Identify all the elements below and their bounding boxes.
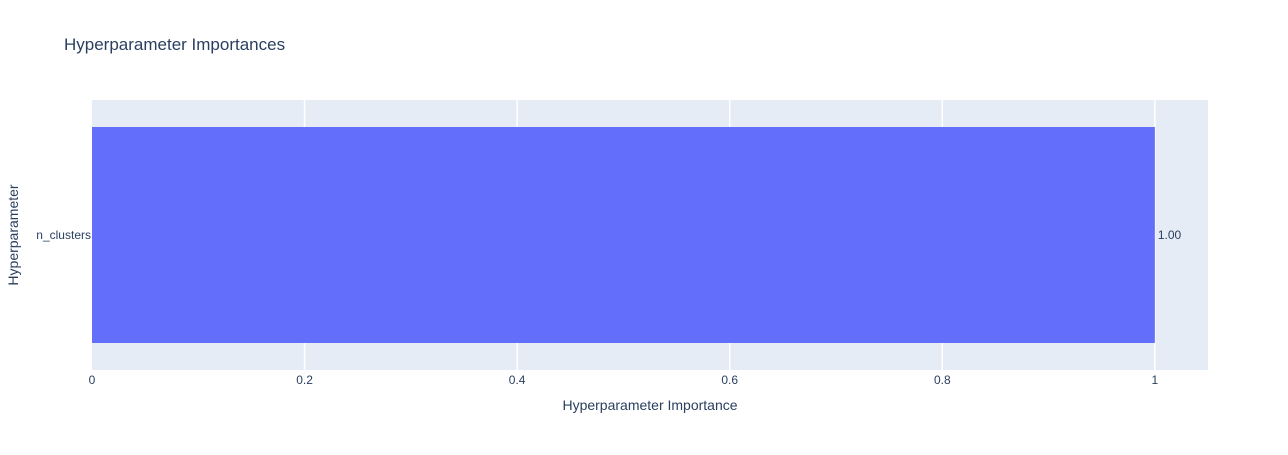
bar-value-label: 1.00 <box>1158 228 1182 242</box>
x-axis-title: Hyperparameter Importance <box>562 397 737 413</box>
x-axis-ticks: 0 0.2 0.4 0.6 0.8 1 <box>89 373 1159 387</box>
x-tick-label: 1 <box>1152 373 1159 387</box>
x-tick-label: 0.6 <box>721 373 738 387</box>
y-axis-title: Hyperparameter <box>5 184 21 285</box>
y-tick-label: n_clusters <box>36 228 91 242</box>
chart-title: Hyperparameter Importances <box>64 35 285 54</box>
bar <box>92 127 1155 343</box>
y-axis-ticks: n_clusters <box>36 228 91 242</box>
x-tick-label: 0.8 <box>934 373 951 387</box>
x-tick-label: 0.4 <box>509 373 526 387</box>
x-tick-label: 0 <box>89 373 96 387</box>
bars: 1.00 <box>92 127 1182 343</box>
x-tick-label: 0.2 <box>296 373 313 387</box>
